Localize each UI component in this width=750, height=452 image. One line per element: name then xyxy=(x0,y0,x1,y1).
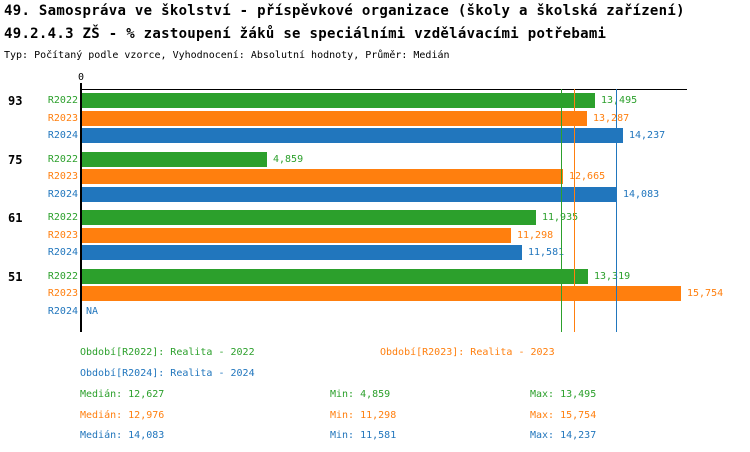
stat-median-r2024: Medián: 14,083 xyxy=(80,430,165,441)
bar-series-label-r2023: R2023 xyxy=(47,171,78,182)
legend-item-r2023: Období[R2023]: Realita - 2023 xyxy=(380,347,555,358)
legend-item-r2024: Období[R2024]: Realita - 2024 xyxy=(80,368,255,379)
bar-value-na-label: NA xyxy=(86,306,99,317)
median-line-r2023 xyxy=(574,89,575,332)
bar-value-label: 13,495 xyxy=(601,95,638,106)
bar-value-label: 14,083 xyxy=(623,189,660,200)
stat-min-r2024: Min: 11,581 xyxy=(330,430,397,441)
bar-series-label-r2022: R2022 xyxy=(47,212,78,223)
bar-r2022-group-75 xyxy=(82,152,267,167)
bar-series-label-r2024: R2024 xyxy=(47,189,78,200)
bar-r2024-group-93 xyxy=(82,128,623,143)
stat-max-r2024: Max: 14,237 xyxy=(530,430,597,441)
stat-min-r2022: Min: 4,859 xyxy=(330,389,391,400)
x-axis-line xyxy=(81,89,687,90)
y-axis-line xyxy=(80,83,82,332)
group-label-61: 61 xyxy=(8,211,23,225)
bar-r2022-group-61 xyxy=(82,210,536,225)
stat-max-r2023: Max: 15,754 xyxy=(530,410,597,421)
bar-value-label: 12,665 xyxy=(569,171,606,182)
bar-value-label: 15,754 xyxy=(687,288,724,299)
bar-r2023-group-75 xyxy=(82,169,563,184)
chart-title-line1: 49. Samospráva ve školství - příspěvkové… xyxy=(4,3,685,19)
bar-r2022-group-93 xyxy=(82,93,595,108)
bar-value-label: 13,319 xyxy=(594,271,631,282)
stat-median-r2023: Medián: 12,976 xyxy=(80,410,165,421)
bar-r2024-group-75 xyxy=(82,187,617,202)
chart-title-line2: 49.2.4.3 ZŠ - % zastoupení žáků se speci… xyxy=(4,26,607,42)
bar-series-label-r2024: R2024 xyxy=(47,247,78,258)
bar-chart-plot-area: 0 93 R2022 13,495 R2023 13,287 R2024 14,237 75 R2… xyxy=(8,72,724,332)
stat-max-r2022: Max: 13,495 xyxy=(530,389,597,400)
bar-r2022-group-51 xyxy=(82,269,588,284)
bar-value-label: 11,298 xyxy=(517,230,554,241)
stat-min-r2023: Min: 11,298 xyxy=(330,410,397,421)
bar-series-label-r2024: R2024 xyxy=(47,130,78,141)
bar-value-label: 4,859 xyxy=(273,154,304,165)
bar-value-label: 13,287 xyxy=(593,113,630,124)
group-label-93: 93 xyxy=(8,94,23,108)
chart-meta-line: Typ: Počítaný podle vzorce, Vyhodnocení:… xyxy=(4,50,450,61)
legend-item-r2022: Období[R2022]: Realita - 2022 xyxy=(80,347,255,358)
bar-series-label-r2023: R2023 xyxy=(47,288,78,299)
median-line-r2024 xyxy=(616,89,617,332)
x-axis-origin-tick-label: 0 xyxy=(77,72,85,83)
group-label-75: 75 xyxy=(8,153,23,167)
bar-series-label-r2023: R2023 xyxy=(47,230,78,241)
bar-series-label-r2022: R2022 xyxy=(47,95,78,106)
stat-median-r2022: Medián: 12,627 xyxy=(80,389,165,400)
bar-value-label: 14,237 xyxy=(629,130,666,141)
bar-value-label: 11,581 xyxy=(528,247,565,258)
group-label-51: 51 xyxy=(8,270,23,284)
bar-series-label-r2022: R2022 xyxy=(47,271,78,282)
bar-value-label: 11,935 xyxy=(542,211,578,224)
bar-r2024-group-61 xyxy=(82,245,522,260)
bar-r2023-group-93 xyxy=(82,111,587,126)
bar-series-label-r2023: R2023 xyxy=(47,113,78,124)
bar-r2023-group-51 xyxy=(82,286,681,301)
bar-series-label-r2024: R2024 xyxy=(47,306,78,317)
bar-series-label-r2022: R2022 xyxy=(47,154,78,165)
median-line-r2022 xyxy=(561,89,562,332)
bar-r2023-group-61 xyxy=(82,228,511,243)
